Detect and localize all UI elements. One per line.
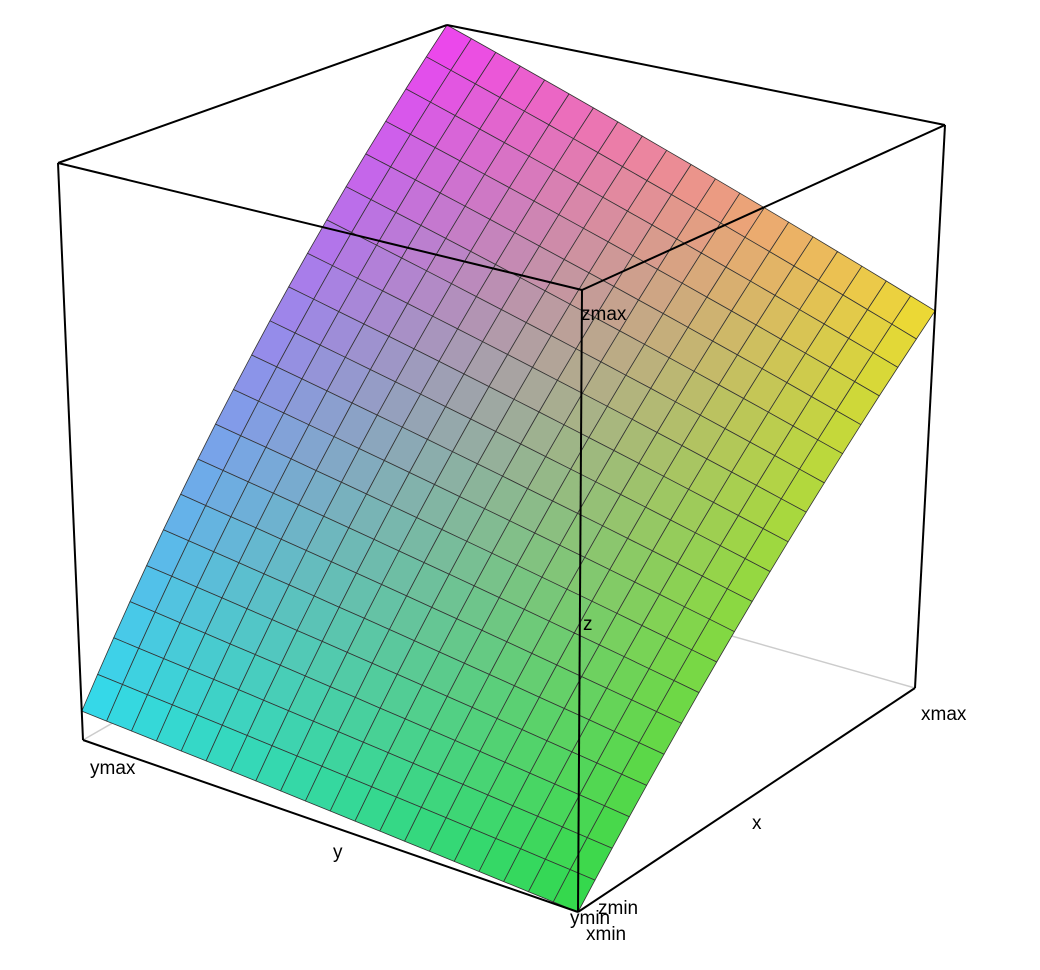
- box-edges: [57, 24, 946, 913]
- box-edge: [57, 162, 84, 741]
- box-edge: [581, 124, 946, 291]
- axis-labels: zmax z xmax x ymax y zmin ymin xmin: [90, 304, 967, 945]
- box-edge: [446, 24, 946, 126]
- box-edge-x-axis: [577, 687, 916, 913]
- x-axis-label: x: [752, 813, 762, 834]
- xmax-label: xmax: [921, 704, 967, 725]
- ymax-label: ymax: [90, 758, 136, 779]
- box-edge: [57, 162, 583, 291]
- z-axis-label: z: [583, 614, 593, 635]
- zmin-label: zmin: [598, 898, 638, 919]
- box-edge-z-axis: [577, 289, 583, 913]
- xmin-label: xmin: [586, 924, 626, 945]
- box-edge: [57, 24, 448, 164]
- ymin-label: ymin: [570, 908, 610, 929]
- surface-mesh: [81, 24, 936, 913]
- y-axis-label: y: [333, 842, 343, 863]
- box-edge-y-axis: [82, 739, 579, 913]
- zmax-label: zmax: [581, 304, 627, 325]
- box-edge: [914, 124, 946, 689]
